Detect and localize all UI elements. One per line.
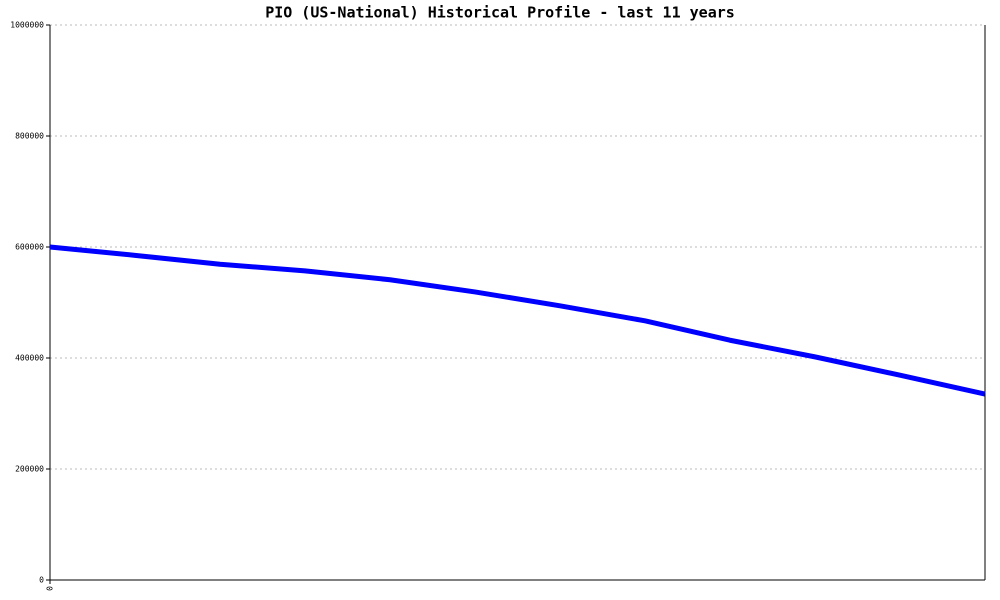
y-tick-label: 600000 [15, 243, 44, 252]
data-line [49, 244, 986, 397]
y-tick-label: 0 [39, 576, 44, 585]
chart-title: PIO (US-National) Historical Profile - l… [265, 4, 735, 22]
y-tick-label: 800000 [15, 132, 44, 141]
y-tick-label: 200000 [15, 465, 44, 474]
x-tick-label: 0 [46, 586, 55, 591]
y-tick-label: 1000000 [10, 21, 44, 30]
y-tick-label: 400000 [15, 354, 44, 363]
